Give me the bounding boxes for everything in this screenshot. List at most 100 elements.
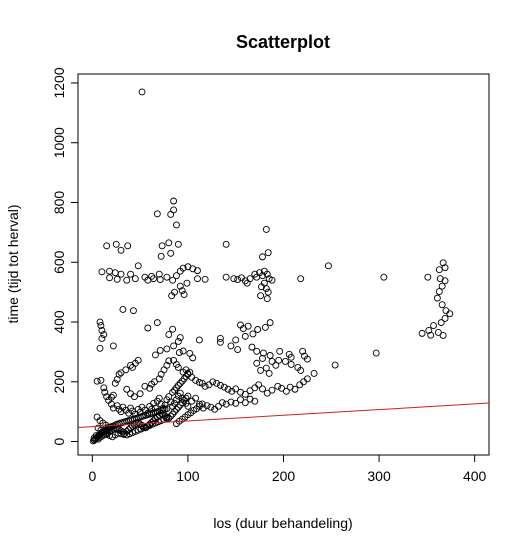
data-point: [106, 274, 113, 282]
data-point: [430, 322, 438, 330]
data-point: [281, 358, 289, 365]
data-point: [259, 385, 266, 393]
data-point: [174, 381, 182, 389]
data-point: [227, 342, 235, 350]
data-point: [264, 288, 272, 296]
data-point: [194, 267, 201, 275]
data-point: [109, 342, 117, 350]
data-point: [172, 405, 180, 413]
data-point: [153, 210, 161, 218]
data-point: [157, 410, 165, 417]
data-point: [97, 376, 105, 384]
data-point: [174, 363, 182, 371]
data-point: [117, 408, 125, 416]
data-point: [297, 366, 305, 374]
data-point: [257, 366, 265, 374]
data-point: [435, 288, 443, 295]
data-point: [171, 386, 178, 394]
x-tick-label: 0: [88, 468, 96, 484]
data-point: [268, 276, 276, 284]
data-point: [266, 319, 274, 327]
data-point: [199, 404, 207, 412]
data-point: [174, 337, 182, 345]
data-point: [184, 392, 192, 400]
data-point: [165, 239, 173, 247]
data-point: [194, 275, 201, 283]
data-point: [171, 408, 178, 416]
data-point: [268, 358, 276, 365]
data-point: [163, 345, 171, 353]
data-point: [112, 240, 120, 248]
data-point: [272, 361, 280, 369]
data-point: [182, 394, 190, 402]
data-point: [262, 285, 270, 293]
y-tick-label: 800: [51, 191, 67, 215]
data-point: [287, 361, 295, 368]
x-tick-label: 100: [176, 468, 200, 484]
data-point: [228, 387, 236, 395]
data-point: [438, 282, 446, 290]
data-point: [434, 329, 442, 336]
data-point: [264, 249, 272, 257]
y-tick-label: 200: [51, 370, 67, 394]
data-point: [192, 376, 200, 384]
data-point: [158, 242, 166, 250]
data-point: [129, 422, 136, 430]
data-point: [213, 379, 221, 387]
x-tick-label: 200: [272, 468, 296, 484]
data-point: [291, 385, 299, 393]
data-point: [244, 322, 252, 330]
data-point: [275, 356, 283, 364]
data-point: [441, 277, 449, 285]
data-point: [103, 242, 111, 250]
chart-title: Scatterplot: [236, 32, 330, 52]
y-axis-label: time (tijd tot herval): [5, 204, 21, 323]
data-point: [261, 323, 269, 331]
data-point: [98, 268, 106, 276]
data-point: [131, 275, 139, 283]
data-point: [180, 396, 188, 404]
data-point: [123, 385, 131, 393]
data-point: [222, 240, 230, 248]
data-point: [122, 366, 130, 374]
data-point: [165, 414, 173, 422]
data-point: [241, 332, 249, 340]
data-point: [263, 295, 271, 303]
data-point: [278, 384, 286, 392]
data-point: [207, 403, 215, 411]
data-point: [180, 291, 188, 298]
data-point: [184, 370, 192, 378]
data-point: [172, 272, 180, 280]
data-point: [117, 246, 125, 254]
x-tick-label: 300: [367, 468, 391, 484]
data-point: [180, 375, 188, 383]
data-point: [297, 275, 305, 283]
data-point: [215, 402, 222, 410]
data-point: [178, 287, 186, 295]
data-point: [172, 221, 180, 229]
data-point: [253, 359, 261, 367]
data-point: [299, 347, 307, 355]
data-point: [230, 275, 238, 283]
data-point: [262, 364, 270, 372]
data-point: [234, 276, 242, 284]
data-point: [100, 331, 108, 339]
data-point: [115, 370, 123, 378]
data-point: [437, 319, 445, 327]
data-point: [439, 332, 447, 339]
data-point: [169, 410, 177, 418]
data-point: [262, 225, 270, 233]
data-point: [324, 262, 332, 270]
data-point: [176, 334, 184, 342]
data-point: [248, 343, 256, 351]
data-point: [151, 378, 158, 386]
data-point: [109, 391, 117, 399]
data-point: [310, 369, 318, 377]
data-point: [130, 393, 138, 401]
y-tick-label: 0: [51, 437, 67, 445]
data-point: [111, 379, 119, 387]
data-point: [155, 394, 163, 402]
data-point: [435, 266, 443, 274]
